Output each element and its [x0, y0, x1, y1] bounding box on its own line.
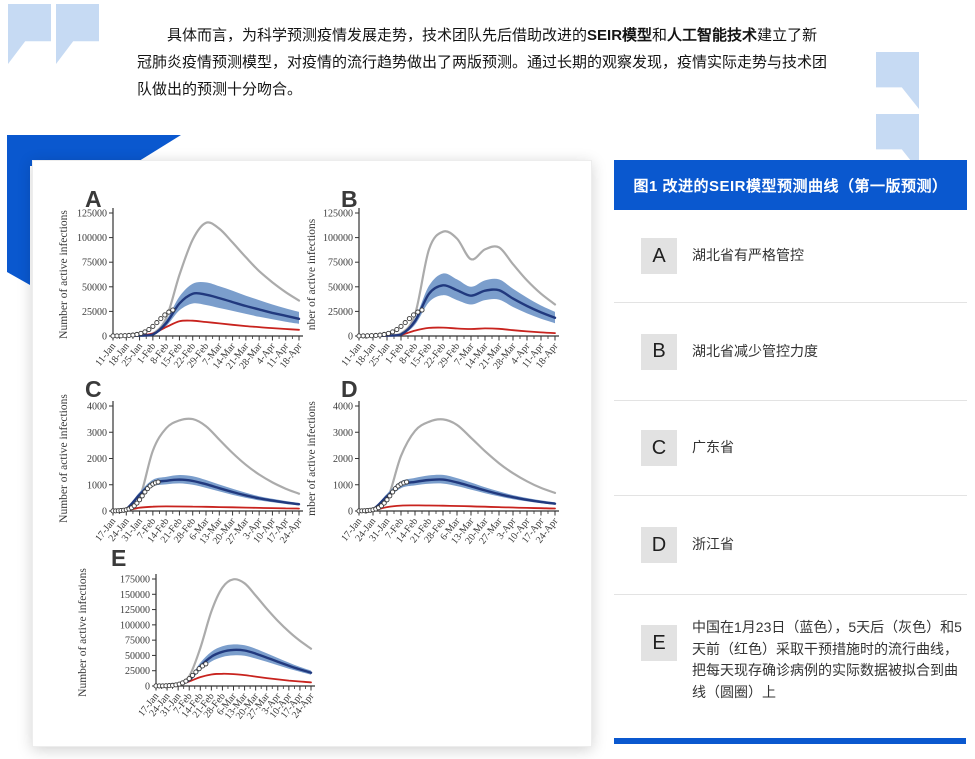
y-tick-label: 50000 — [82, 282, 107, 293]
y-tick-label: 50000 — [328, 282, 353, 293]
y-axis-label: Number of active infections — [77, 568, 89, 697]
y-tick-label: 3000 — [87, 428, 107, 439]
chart-letter-A: A — [85, 186, 102, 212]
open-quote-icon — [8, 4, 104, 64]
legend-item-text: 湖北省减少管控力度 — [692, 342, 818, 359]
y-tick-label: 125000 — [120, 605, 150, 616]
legend-item-B: B 湖北省减少管控力度 — [614, 303, 967, 401]
y-tick-label: 25000 — [328, 307, 353, 318]
highlighted-term: 人工智能技术 — [667, 27, 758, 44]
paragraph-text: 和 — [652, 27, 668, 44]
legend-item-D: D 浙江省 — [614, 496, 967, 595]
y-axis-label: Number of active infections — [58, 394, 70, 523]
legend-key-chip: A — [641, 238, 677, 274]
y-axis-label: mber of active infections — [306, 401, 318, 516]
y-tick-label: 1000 — [87, 480, 107, 491]
quote-mark — [8, 4, 51, 64]
legend-key-chip: D — [641, 527, 677, 563]
intro-paragraph: 具体而言，为科学预测疫情发展走势，技术团队先后借助改进的SEIR模型和人工智能技… — [137, 22, 831, 103]
y-axis-label: nber of active infections — [306, 218, 318, 330]
y-tick-label: 0 — [145, 682, 150, 693]
quote-mark — [876, 52, 919, 109]
figure-title: 图1 改进的SEIR模型预测曲线（第一版预测） — [614, 160, 967, 210]
y-tick-label: 2000 — [333, 454, 353, 465]
y-tick-label: 1000 — [333, 480, 353, 491]
y-tick-label: 100000 — [77, 233, 107, 244]
chart-letter-E: E — [111, 546, 126, 571]
y-tick-label: 175000 — [120, 575, 150, 586]
legend-item-text: 广东省 — [692, 439, 734, 456]
y-tick-label: 0 — [348, 507, 353, 518]
chart-letter-D: D — [341, 376, 358, 402]
legend-item-text: 浙江省 — [692, 536, 734, 553]
legend-key-chip: E — [641, 625, 677, 661]
legend-item-C: C 广东省 — [614, 401, 967, 496]
bottom-accent-bar — [614, 738, 966, 744]
legend-item-text: 湖北省有严格管控 — [692, 247, 804, 264]
y-tick-label: 75000 — [125, 636, 150, 647]
highlighted-term: SEIR模型 — [587, 27, 653, 44]
y-tick-label: 75000 — [82, 258, 107, 269]
legend-item-text: 中国在1月23日（蓝色），5天后（灰色）和5天前（红色）采取干预措施时的流行曲线… — [692, 619, 962, 701]
y-tick-label: 4000 — [87, 402, 107, 413]
y-tick-label: 125000 — [323, 209, 353, 220]
y-tick-label: 0 — [348, 332, 353, 343]
chart-E: E Number of active infections 0 25000 50000 7… — [77, 546, 317, 721]
paragraph-text: 具体而言，为科学预测疫情发展走势，技术团队先后借助改进的 — [167, 27, 588, 44]
y-axis-label: Number of active infections — [58, 210, 70, 339]
chart-A: A Number of active infections 0 25000 50000 7… — [58, 186, 305, 371]
chart-letter-C: C — [85, 376, 102, 402]
y-tick-label: 75000 — [328, 258, 353, 269]
close-quote-icon — [876, 52, 970, 171]
y-tick-label: 50000 — [125, 651, 150, 662]
y-tick-label: 4000 — [333, 402, 353, 413]
legend-item-A: A 湖北省有严格管控 — [614, 210, 967, 303]
y-tick-label: 125000 — [77, 209, 107, 220]
quote-mark — [56, 4, 99, 64]
y-tick-label: 2000 — [87, 454, 107, 465]
legend-panel: 图1 改进的SEIR模型预测曲线（第一版预测） A 湖北省有严格管控 B 湖北省减少管… — [614, 160, 967, 745]
paragraph-text: 建立了新冠肺炎疫情预测模型，对疫情的流行趋势做出了两版预测。通过长期的观察发现，… — [137, 27, 828, 98]
legend-key-chip: B — [641, 333, 677, 370]
y-tick-label: 0 — [102, 507, 107, 518]
chart-C: C Number of active infections 0 1000 2000 300… — [58, 376, 305, 546]
y-tick-label: 25000 — [82, 307, 107, 318]
y-tick-label: 150000 — [120, 590, 150, 601]
y-tick-label: 0 — [102, 332, 107, 343]
legend-item-E: E 中国在1月23日（蓝色），5天后（灰色）和5天前（红色）采取干预措施时的流行曲… — [614, 595, 967, 738]
y-tick-label: 100000 — [323, 233, 353, 244]
y-tick-label: 25000 — [125, 666, 150, 677]
y-tick-label: 3000 — [333, 428, 353, 439]
legend-key-chip: C — [641, 430, 677, 466]
figure-panel: A Number of active infections 0 25000 50000 7… — [32, 160, 592, 747]
corner-ribbon-decoration — [7, 135, 181, 285]
chart-letter-B: B — [341, 186, 358, 212]
y-tick-label: 100000 — [120, 620, 150, 631]
